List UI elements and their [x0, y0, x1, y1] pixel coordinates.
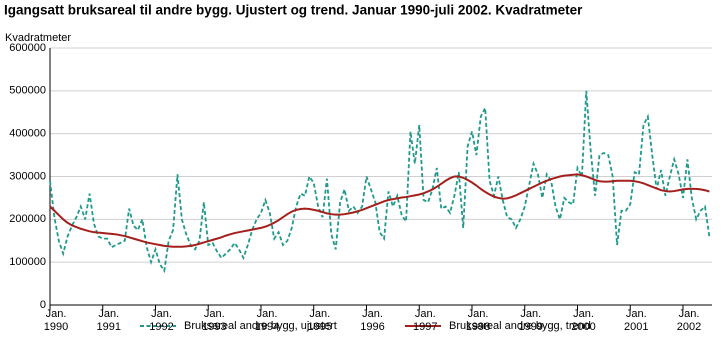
x-tick-label: Jan. 1991	[96, 308, 121, 333]
y-tick-label: 0	[40, 299, 46, 311]
x-tick-label: Jan. 1997	[413, 308, 438, 333]
x-tick-label: Jan. 1994	[254, 308, 280, 333]
x-tick-label: Jan. 1998	[465, 308, 491, 333]
y-tick-label: 400000	[9, 128, 46, 140]
legend-label: Bruksareal andre bygg, trend	[449, 320, 591, 332]
y-tick-label: 500000	[9, 85, 46, 97]
x-tick-label: Jan. 1992	[149, 308, 174, 333]
x-tick-label: Jan. 1995	[307, 308, 332, 333]
legend-label: Bruksareal andre bygg, ujustert	[184, 320, 337, 332]
y-tick-label: 200000	[9, 213, 46, 225]
x-tick-label: Jan. 2001	[624, 308, 649, 333]
x-tick-label: Jan. 2002	[676, 308, 702, 333]
x-tick-label: Jan. 2000	[571, 308, 596, 333]
x-tick-label: Jan. 1996	[360, 308, 385, 333]
x-tick-label: Jan. 1999	[518, 308, 543, 333]
data-line	[49, 173, 710, 248]
chart-title: Igangsatt bruksareal til andre bygg. Uju…	[4, 3, 583, 18]
y-tick-label: 300000	[9, 170, 46, 182]
y-tick-label: 600000	[9, 42, 46, 54]
x-tick-label: Jan. 1993	[202, 308, 227, 333]
y-axis-label: Kvadratmeter	[5, 32, 71, 44]
y-tick-label: 100000	[9, 256, 46, 268]
x-tick-label: Jan. 1990	[43, 308, 69, 333]
